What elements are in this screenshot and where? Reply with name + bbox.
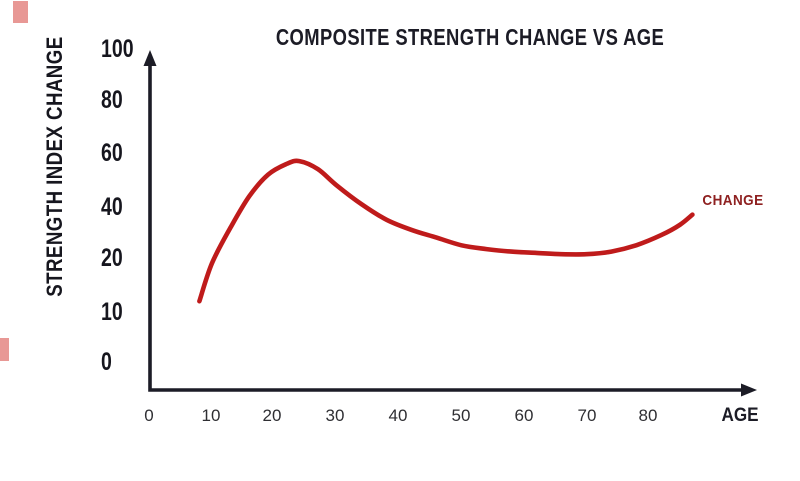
y-tick-60: 60 <box>101 139 123 167</box>
y-axis-arrowhead-icon <box>143 50 157 66</box>
x-tick-40: 40 <box>388 406 408 425</box>
change-curve <box>197 158 695 304</box>
axis-lines <box>148 62 744 392</box>
y-tick-0: 0 <box>101 348 112 376</box>
x-tick-10: 10 <box>201 406 221 425</box>
y-tick-40: 40 <box>101 193 123 221</box>
x-tick-20: 20 <box>262 406 282 425</box>
x-axis-title: AGE <box>721 405 759 426</box>
x-tick-70: 70 <box>577 406 597 425</box>
chart-title: COMPOSITE STRENGTH CHANGE VS AGE <box>275 24 665 50</box>
x-tick-60: 60 <box>514 406 534 425</box>
x-axis-arrowhead-icon <box>741 383 757 397</box>
x-tick-0: 0 <box>144 406 154 425</box>
y-tick-10: 10 <box>101 298 123 326</box>
y-tick-100: 100 <box>101 35 134 63</box>
x-tick-30: 30 <box>325 406 345 425</box>
x-tick-80: 80 <box>638 406 658 425</box>
y-tick-80: 80 <box>101 86 123 114</box>
series-label-change: CHANGE <box>702 192 764 209</box>
x-tick-50: 50 <box>451 406 471 425</box>
y-tick-20: 20 <box>101 244 123 272</box>
watermark-artifact-top-left <box>13 1 28 23</box>
y-axis-title: STRENGTH INDEX CHANGE <box>42 36 67 297</box>
watermark-artifact-left-edge <box>0 338 9 361</box>
